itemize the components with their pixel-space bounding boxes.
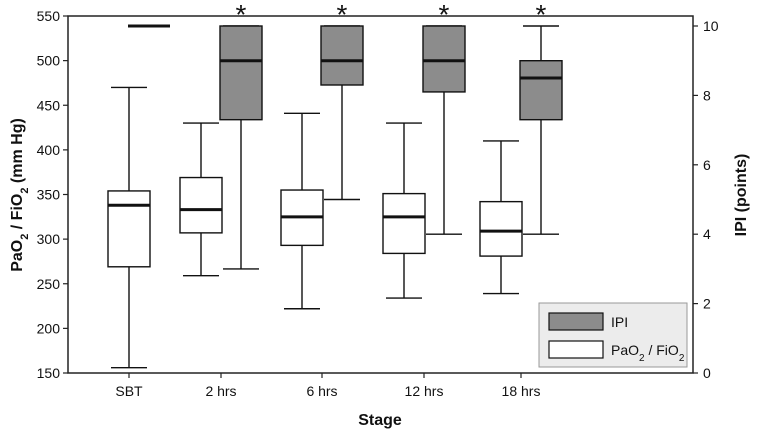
pao2-box-2-hrs xyxy=(179,122,223,277)
left-y-tick-label: 350 xyxy=(37,187,61,203)
legend-swatch-ipi xyxy=(548,312,604,331)
x-tick-label: 18 hrs xyxy=(502,383,541,399)
legend-label-ipi: IPI xyxy=(611,314,628,330)
interquartile-box xyxy=(179,176,223,234)
interquartile-box xyxy=(107,190,151,268)
right-y-tick-label: 4 xyxy=(703,226,711,242)
right-y-axis-title: IPI (points) xyxy=(733,154,750,237)
left-y-tick-label: 400 xyxy=(37,142,61,158)
interquartile-box xyxy=(422,25,466,93)
significance-star: * xyxy=(337,0,348,30)
legend-label-pao2: PaO2 / FiO2 xyxy=(611,342,685,364)
right-y-axis: 0 2 4 6 8 10 xyxy=(693,18,719,381)
ipi-box-6-hrs xyxy=(320,25,364,201)
pao2-box-12-hrs xyxy=(382,122,426,299)
x-axis: SBT 2 hrs 6 hrs 12 hrs 18 hrs xyxy=(115,373,540,399)
x-axis-title: Stage xyxy=(358,412,402,429)
right-y-tick-label: 10 xyxy=(703,18,719,34)
x-tick-label: 2 hrs xyxy=(205,383,236,399)
left-y-axis-title: PaO2 / FiO2 (mm Hg) xyxy=(9,118,31,272)
right-y-tick-label: 6 xyxy=(703,157,711,173)
left-y-tick-label: 550 xyxy=(37,8,61,24)
ipi-box-18-hrs xyxy=(519,25,563,235)
interquartile-box xyxy=(382,192,426,255)
right-y-tick-label: 0 xyxy=(703,365,711,381)
ipi-box-12-hrs xyxy=(422,25,466,235)
significance-markers: * * * * xyxy=(236,0,547,30)
box-series-group xyxy=(107,24,563,369)
interquartile-box xyxy=(519,60,563,121)
left-y-tick-label: 200 xyxy=(37,320,61,336)
interquartile-box xyxy=(219,25,263,121)
pao2-box-18-hrs xyxy=(479,140,523,295)
left-y-tick-label: 150 xyxy=(37,365,61,381)
x-tick-label: 12 hrs xyxy=(405,383,444,399)
left-y-tick-label: 450 xyxy=(37,97,61,113)
left-y-axis: 150 200 250 300 350 400 450 500 550 xyxy=(37,8,68,381)
x-tick-label: 6 hrs xyxy=(306,383,337,399)
interquartile-box xyxy=(320,25,364,86)
left-y-tick-label: 250 xyxy=(37,276,61,292)
left-y-tick-label: 300 xyxy=(37,231,61,247)
pao2-box-6-hrs xyxy=(280,112,324,310)
right-y-tick-label: 2 xyxy=(703,296,711,312)
interquartile-box xyxy=(479,200,523,257)
legend: IPI PaO2 / FiO2 xyxy=(538,302,688,368)
ipi-box-2-hrs xyxy=(219,25,263,270)
significance-star: * xyxy=(236,0,247,30)
significance-star: * xyxy=(536,0,547,30)
pao2-box-SBT xyxy=(107,86,151,369)
left-y-tick-label: 500 xyxy=(37,53,61,69)
right-y-tick-label: 8 xyxy=(703,87,711,103)
legend-swatch-pao2 xyxy=(548,340,604,359)
significance-star: * xyxy=(439,0,450,30)
x-tick-label: SBT xyxy=(115,383,143,399)
